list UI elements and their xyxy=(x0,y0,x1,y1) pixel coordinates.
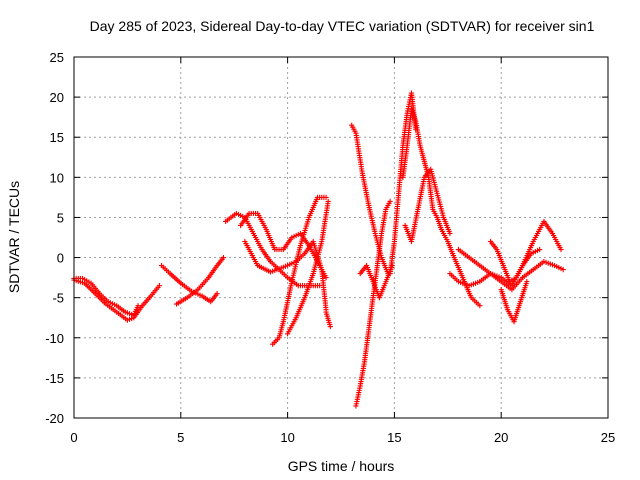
data-point xyxy=(387,198,393,204)
series-sat-k xyxy=(349,122,391,277)
y-tick-label: 25 xyxy=(50,50,64,65)
data-point xyxy=(214,291,220,297)
data-point xyxy=(135,303,141,309)
data-point xyxy=(477,303,483,309)
series-sat-r xyxy=(455,246,566,293)
data-point xyxy=(323,194,329,200)
data-point xyxy=(524,279,530,285)
series-sat-n xyxy=(387,90,419,277)
series-sat-g xyxy=(242,238,329,313)
y-tick-label: -15 xyxy=(45,371,64,386)
x-tick-label: 20 xyxy=(494,430,508,445)
y-tick-label: 0 xyxy=(57,251,64,266)
series-sat-c xyxy=(158,262,220,305)
data-point xyxy=(537,246,543,253)
series-sat-m xyxy=(357,262,395,301)
y-tick-label: 15 xyxy=(50,130,64,145)
series-sat-o xyxy=(400,106,483,309)
axis-ticks: 0 5 10 15 20 25 -20 -15 -10 -5 0 5 10 15 20 25 xyxy=(45,50,615,445)
x-tick-label: 25 xyxy=(601,430,615,445)
y-tick-label: 20 xyxy=(50,90,64,105)
plot-frame xyxy=(73,56,609,419)
x-tick-label: 10 xyxy=(280,430,294,445)
y-tick-label: -10 xyxy=(45,331,64,346)
data-point xyxy=(558,246,564,253)
series-sat-d xyxy=(173,254,227,307)
grid-lines xyxy=(74,57,608,418)
series-sat-h xyxy=(270,194,329,347)
data-point xyxy=(156,283,163,289)
x-tick-label: 0 xyxy=(70,430,77,445)
data-point xyxy=(220,254,227,261)
chart-title: Day 285 of 2023, Sidereal Day-to-day VTE… xyxy=(90,18,595,34)
series-sat-t xyxy=(498,279,530,325)
y-tick-label: 10 xyxy=(50,170,64,185)
x-axis-label: GPS time / hours xyxy=(288,458,395,474)
series-sat-a xyxy=(71,277,163,323)
y-tick-label: -5 xyxy=(52,291,64,306)
series-sat-j xyxy=(323,309,333,330)
series-sat-p xyxy=(402,166,453,245)
data-point xyxy=(560,266,566,273)
x-tick-label: 5 xyxy=(177,430,184,445)
series-sat-i xyxy=(285,198,331,337)
x-tick-label: 15 xyxy=(387,430,401,445)
data-point xyxy=(323,275,329,281)
series-sat-e xyxy=(223,210,323,289)
data-point xyxy=(325,198,331,204)
series-sat-s xyxy=(487,238,543,285)
data-point xyxy=(327,323,333,330)
data-point xyxy=(447,230,453,237)
y-axis-label: SDTVAR / TECUs xyxy=(6,181,22,293)
y-tick-label: 5 xyxy=(57,210,64,225)
series-sat-l xyxy=(353,198,393,409)
data-points xyxy=(71,90,566,409)
series-sat-q xyxy=(447,218,564,289)
y-tick-label: -20 xyxy=(45,411,64,426)
